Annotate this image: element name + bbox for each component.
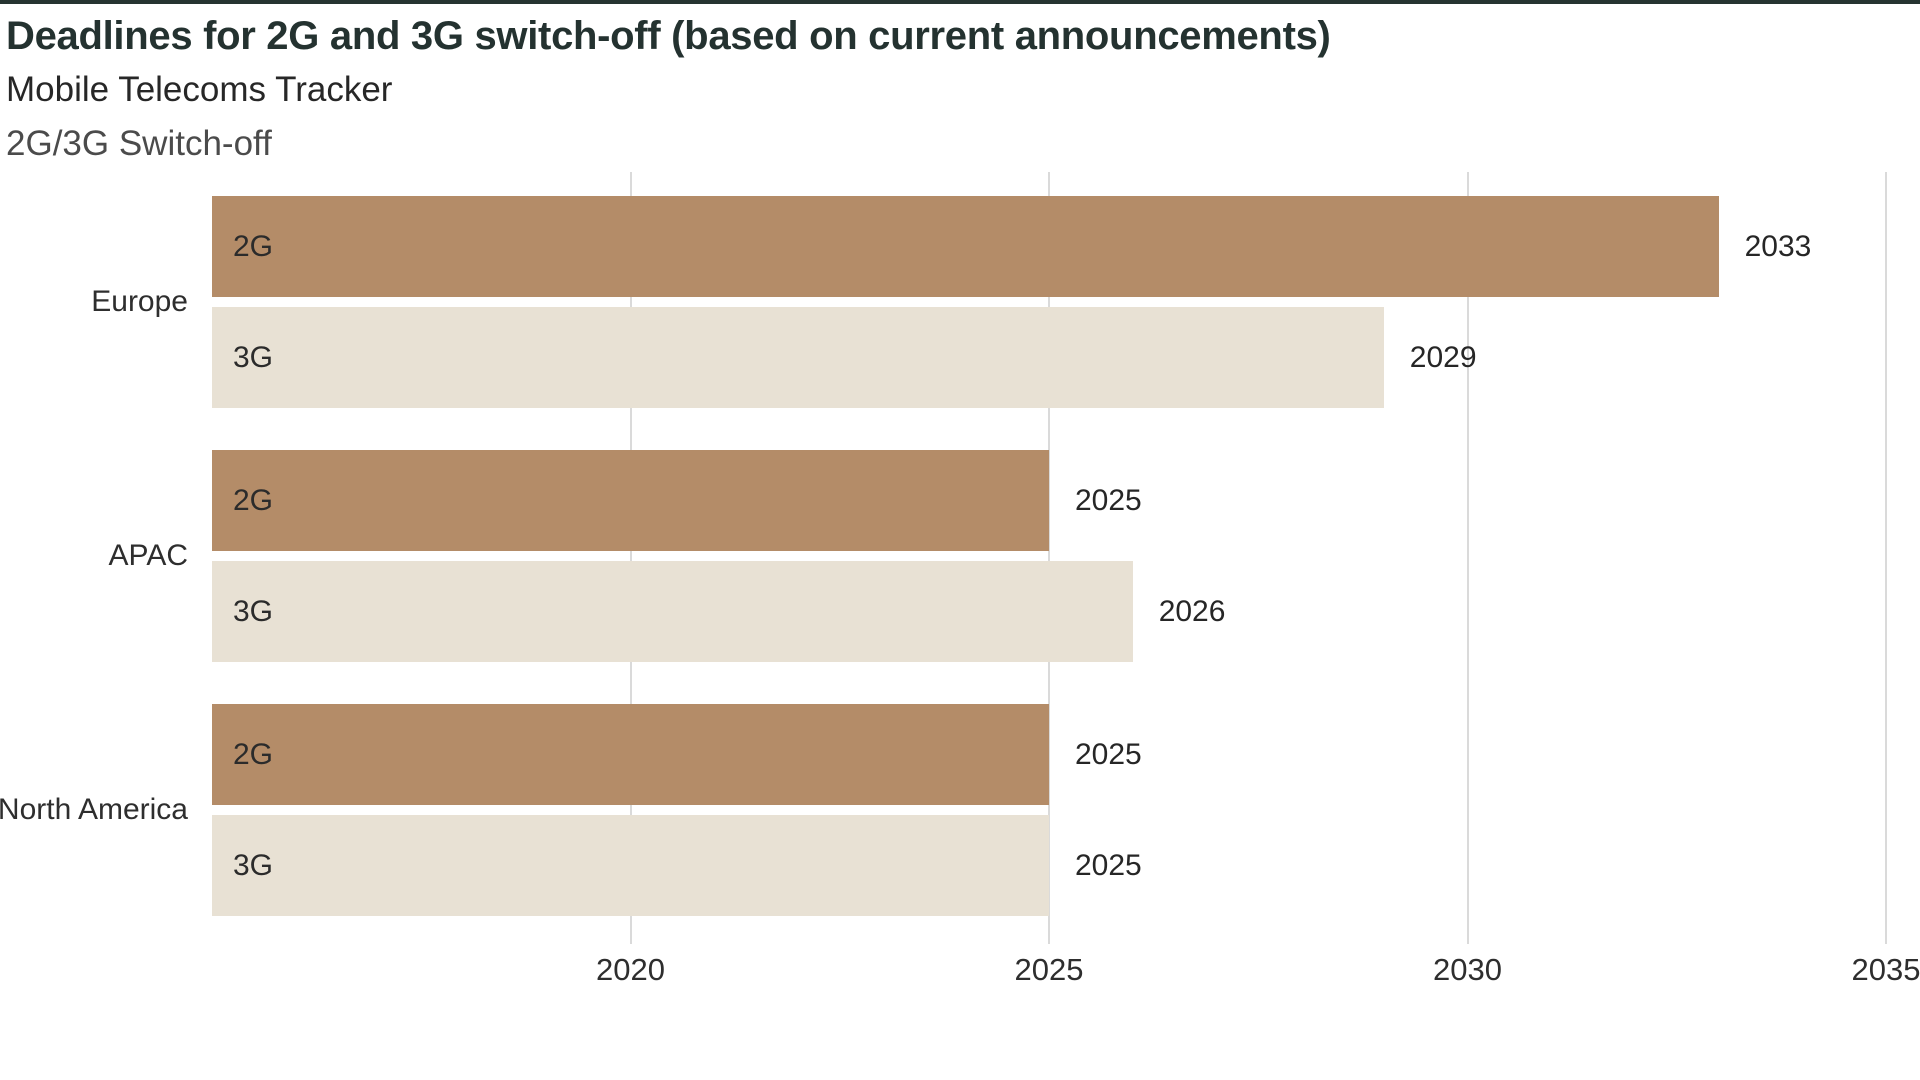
- x-tick-label-2030: 2030: [1433, 952, 1502, 987]
- category-label-apac: APAC: [108, 539, 188, 572]
- x-tick-label-2035: 2035: [1851, 952, 1920, 987]
- bar-3g-apac: 3G: [212, 561, 1133, 662]
- chart-title: Deadlines for 2G and 3G switch-off (base…: [6, 14, 1331, 58]
- category-label-europe: Europe: [91, 285, 188, 318]
- series-label-3g: 3G: [233, 340, 274, 374]
- series-label-2g: 2G: [233, 229, 274, 263]
- chart-subtitle: Mobile Telecoms Tracker: [6, 70, 393, 109]
- gridline-2030: [1466, 172, 1469, 944]
- value-label-3g-north-america: 2025: [1075, 848, 1142, 882]
- value-label-2g-apac: 2025: [1075, 483, 1142, 517]
- value-label-3g-apac: 2026: [1158, 594, 1226, 628]
- bar-2g-apac: 2G: [212, 450, 1049, 551]
- x-tick-label-2020: 2020: [596, 952, 665, 987]
- series-label-3g: 3G: [233, 594, 274, 628]
- gridline-2035: [1885, 172, 1887, 944]
- value-label-2g-europe: 2033: [1744, 229, 1812, 263]
- bar-3g-europe: 3G: [212, 307, 1384, 408]
- series-label-2g: 2G: [233, 483, 274, 517]
- category-label-north-america: North America: [0, 793, 188, 826]
- series-label-3g: 3G: [233, 848, 274, 882]
- gridline-2025: [1048, 172, 1050, 944]
- value-label-3g-europe: 2029: [1409, 340, 1477, 374]
- bar-2g-north-america: 2G: [212, 704, 1049, 805]
- chart-series-label: 2G/3G Switch-off: [6, 124, 272, 164]
- value-label-2g-north-america: 2025: [1075, 737, 1142, 771]
- chart-header: Deadlines for 2G and 3G switch-off (base…: [6, 4, 1906, 165]
- gridline-2020: [629, 172, 632, 944]
- bar-2g-europe: 2G: [212, 196, 1719, 297]
- bar-3g-north-america: 3G: [212, 815, 1049, 916]
- series-label-2g: 2G: [233, 737, 274, 771]
- x-tick-label-2025: 2025: [1014, 952, 1084, 987]
- top-border-rule: [0, 0, 1920, 4]
